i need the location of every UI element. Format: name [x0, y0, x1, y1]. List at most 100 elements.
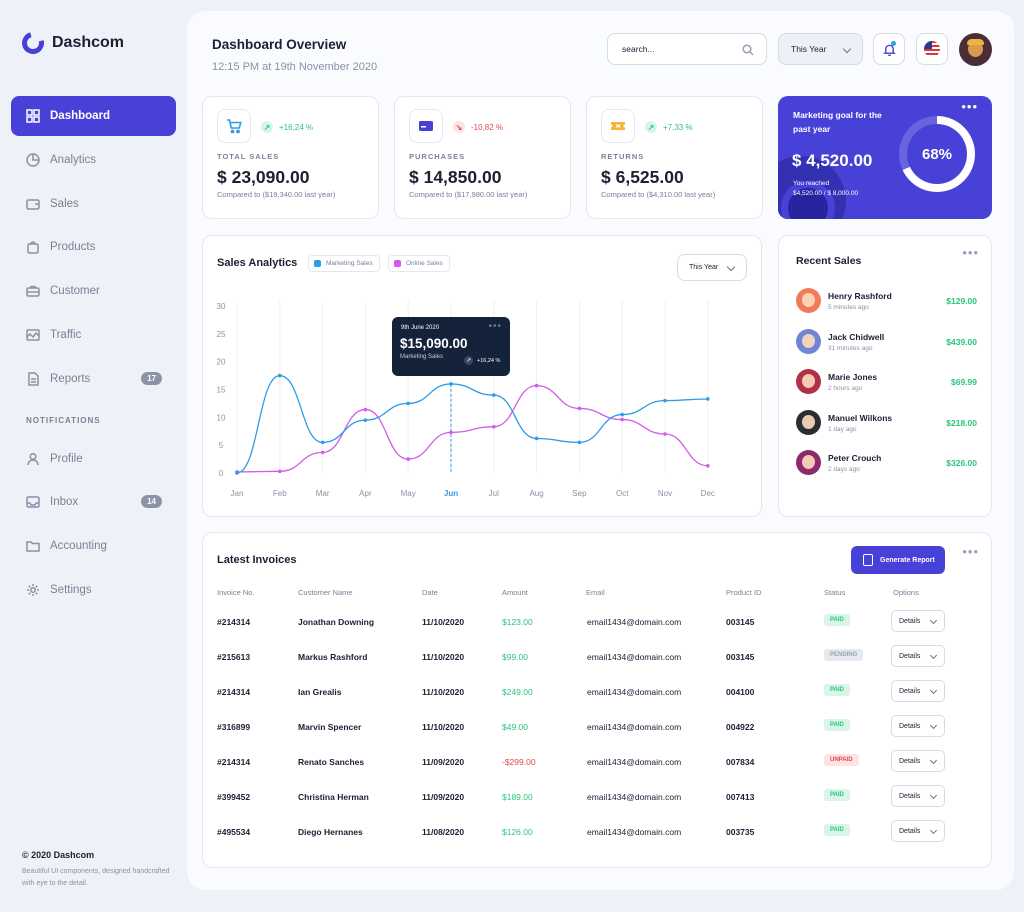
trend-indicator: ↗ +7,33 %: [645, 121, 693, 133]
sidebar-item-inbox[interactable]: Inbox 14: [11, 482, 176, 522]
sidebar-item-accounting[interactable]: Accounting: [11, 526, 176, 566]
sidebar: Dashcom Dashboard Analytics Sales Products C…: [0, 0, 186, 912]
sidebar-item-products[interactable]: Products: [11, 227, 176, 267]
avatar: [796, 450, 821, 475]
table-row[interactable]: #214314 Ian Grealis 11/10/2020 $249.00 e…: [203, 677, 993, 707]
stat-comparison: Compared to ($19,340.00 last year): [217, 190, 336, 199]
sidebar-item-label: Traffic: [50, 328, 82, 341]
invoice-date: 11/10/2020: [422, 652, 465, 662]
recent-sale-row[interactable]: Henry Rashford 5 minutes ago $129.00: [796, 288, 977, 314]
invoice-date: 11/10/2020: [422, 722, 465, 732]
sidebar-item-dashboard[interactable]: Dashboard: [11, 96, 176, 136]
data-point: [320, 450, 325, 455]
gear-icon: [27, 583, 39, 596]
sidebar-item-analytics[interactable]: Analytics: [11, 140, 176, 180]
sidebar-item-reports[interactable]: Reports 17: [11, 359, 176, 399]
details-dropdown[interactable]: Details: [891, 680, 945, 702]
legend-label: Marketing Sales: [326, 260, 373, 267]
avatar: [796, 369, 821, 394]
details-label: Details: [899, 652, 921, 660]
arrow-down-icon: ↘: [453, 121, 465, 133]
y-tick-label: 15: [217, 386, 226, 395]
invoice-number: #214314: [217, 687, 251, 697]
table-row[interactable]: #214314 Jonathan Downing 11/10/2020 $123…: [203, 607, 993, 637]
details-dropdown[interactable]: Details: [891, 820, 945, 842]
search-input[interactable]: search...: [607, 33, 767, 65]
invoice-amount: -$299.00: [502, 757, 536, 767]
recent-sale-row[interactable]: Peter Crouch 2 days ago $326.00: [796, 450, 977, 476]
more-options-icon[interactable]: •••: [961, 99, 978, 114]
details-label: Details: [899, 792, 921, 800]
period-select[interactable]: This Year: [778, 33, 863, 65]
chevron-down-icon: [929, 616, 938, 625]
more-options-icon[interactable]: •••: [962, 245, 979, 260]
product-id: 007834: [726, 757, 755, 767]
chevron-down-icon: [929, 826, 938, 835]
sidebar-item-profile[interactable]: Profile: [11, 439, 176, 479]
customer-email: email1434@domain.com: [587, 792, 682, 802]
x-tick-label: Sep: [572, 489, 587, 498]
product-id: 003735: [726, 827, 755, 837]
stat-label: RETURNS: [601, 152, 645, 161]
chart-period-select[interactable]: This Year: [677, 254, 747, 281]
details-dropdown[interactable]: Details: [891, 610, 945, 632]
invoice-date: 11/10/2020: [422, 687, 465, 697]
user-avatar[interactable]: [959, 33, 992, 66]
column-header: Product ID: [726, 588, 762, 597]
recent-sale-row[interactable]: Marie Jones 2 hours ago $69.99: [796, 369, 977, 395]
table-row[interactable]: #316899 Marvin Spencer 11/10/2020 $49.00…: [203, 712, 993, 742]
stat-comparison: Compared to ($4,310.00 last year): [601, 190, 716, 199]
bag-icon: [27, 241, 39, 255]
column-header: Status: [824, 588, 846, 597]
sidebar-item-label: Settings: [50, 583, 92, 596]
x-tick-label: May: [401, 489, 416, 498]
brand-name: Dashcom: [52, 34, 125, 51]
card-icon: [409, 109, 443, 143]
search-icon: [742, 44, 754, 56]
goal-value: $ 4,520.00: [792, 151, 873, 170]
details-dropdown[interactable]: Details: [891, 645, 945, 667]
customer-name: Jack Chidwell: [828, 331, 885, 342]
invoice-amount: $123.00: [502, 617, 533, 627]
more-options-icon[interactable]: •••: [962, 544, 979, 559]
details-dropdown[interactable]: Details: [891, 785, 945, 807]
sidebar-item-traffic[interactable]: Traffic: [11, 315, 176, 355]
latest-invoices-card: Latest Invoices Generate Report ••• Invo…: [202, 532, 992, 868]
arrow-up-icon: ↗: [261, 121, 273, 133]
table-row[interactable]: #399452 Christina Herman 11/09/2020 $189…: [203, 782, 993, 812]
arrow-up-icon: ↗: [645, 121, 657, 133]
count-badge: 14: [141, 495, 162, 509]
details-dropdown[interactable]: Details: [891, 715, 945, 737]
briefcase-icon: [26, 285, 40, 297]
invoices-title: Latest Invoices: [217, 554, 297, 566]
product-id: 004922: [726, 722, 755, 732]
table-row[interactable]: #215613 Markus Rashford 11/10/2020 $99.0…: [203, 642, 993, 672]
legend-marketing-sales[interactable]: Marketing Sales: [308, 255, 380, 272]
customer-name: Markus Rashford: [298, 652, 368, 662]
legend-online-sales[interactable]: Online Sales: [388, 255, 450, 272]
customer-name: Manuel Wilkons: [828, 412, 893, 423]
generate-report-button[interactable]: Generate Report: [851, 546, 945, 574]
sidebar-item-settings[interactable]: Settings: [11, 570, 176, 610]
recent-sale-row[interactable]: Jack Chidwell 31 minutes ago $439.00: [796, 328, 977, 355]
goal-progress-ring: [899, 116, 975, 192]
status-badge: PAID: [824, 824, 850, 836]
notifications-button[interactable]: [873, 33, 905, 65]
chevron-down-icon: [929, 791, 938, 800]
table-row[interactable]: #214314 Renato Sanches 11/09/2020 -$299.…: [203, 747, 993, 777]
legend-swatch: [394, 260, 401, 267]
details-label: Details: [899, 757, 921, 765]
trend-value: -10,82 %: [471, 122, 504, 132]
customer-name: Ian Grealis: [298, 687, 342, 697]
data-point: [278, 469, 282, 474]
goal-percent: 68%: [921, 145, 953, 163]
language-button[interactable]: [916, 33, 948, 65]
details-dropdown[interactable]: Details: [891, 750, 945, 772]
recent-sales-title: Recent Sales: [796, 255, 862, 267]
sidebar-item-customer[interactable]: Customer: [11, 271, 176, 311]
table-row[interactable]: #495534 Diego Hernanes 11/08/2020 $126.0…: [203, 817, 993, 847]
recent-sale-row[interactable]: Manuel Wilkons 1 day ago $218.00: [796, 409, 977, 436]
stat-label: PURCHASES: [409, 152, 466, 161]
sidebar-item-sales[interactable]: Sales: [11, 184, 176, 224]
brand-logo[interactable]: Dashcom: [17, 27, 125, 59]
